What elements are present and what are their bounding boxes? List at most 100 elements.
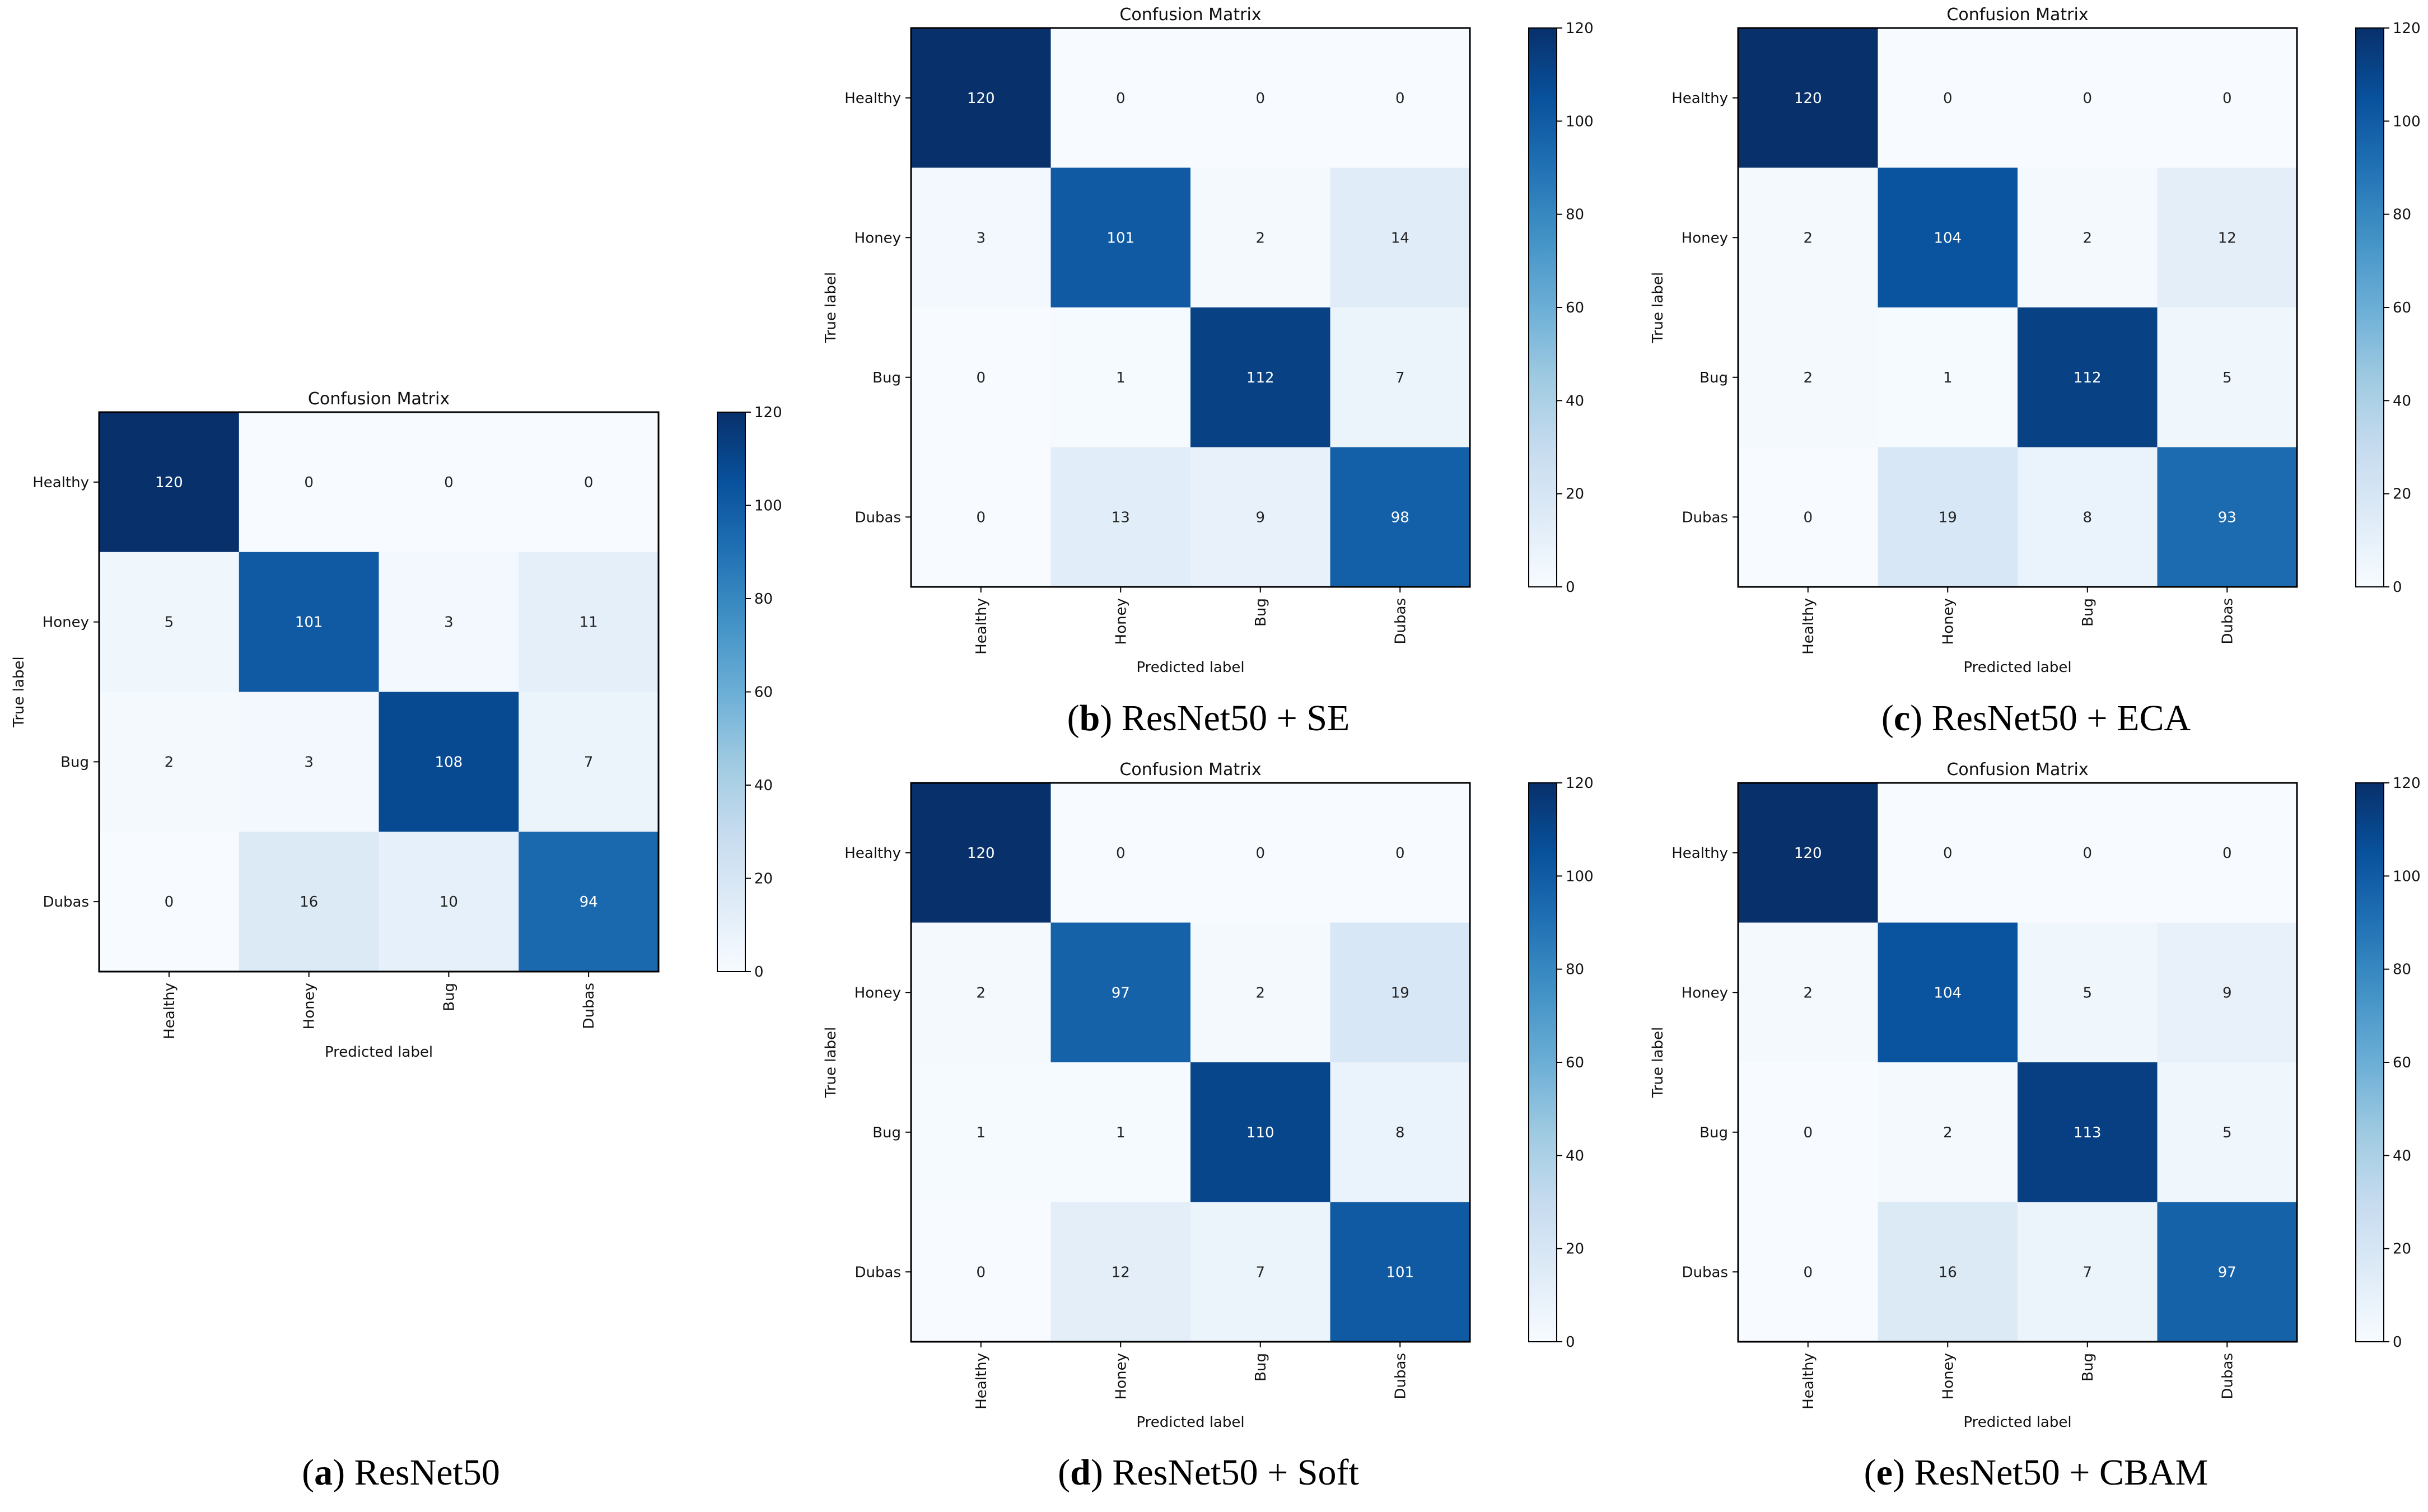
colorbar-tick-label: 120 bbox=[2393, 775, 2421, 792]
x-tick-label: Dubas bbox=[1392, 598, 1409, 644]
x-axis-label: Predicted label bbox=[1963, 659, 2071, 676]
y-tick-label: Healthy bbox=[1671, 90, 1728, 107]
colorbar-tick-label: 120 bbox=[1566, 775, 1594, 792]
cell-value-label: 2 bbox=[165, 754, 174, 771]
matrix-cell bbox=[1330, 167, 1470, 308]
matrix-cell bbox=[1878, 307, 2018, 447]
cell-value-label: 0 bbox=[2222, 90, 2232, 107]
cell-value-label: 10 bbox=[440, 894, 458, 911]
cell-value-label: 0 bbox=[304, 474, 314, 491]
matrix-cell bbox=[1878, 783, 2018, 923]
cell-value-label: 2 bbox=[1803, 230, 1813, 246]
cell-value-label: 0 bbox=[444, 474, 454, 491]
caption-c: (c) ResNet50 + ECA bbox=[1881, 698, 2191, 739]
y-tick-label: Bug bbox=[1699, 370, 1728, 386]
x-axis-label: Predicted label bbox=[325, 1044, 433, 1061]
matrix-cell bbox=[239, 412, 379, 553]
colorbar bbox=[1528, 782, 1557, 1342]
chart-title: Confusion Matrix bbox=[1119, 5, 1261, 25]
colorbar-tick-label: 40 bbox=[2393, 1147, 2411, 1164]
cell-value-label: 8 bbox=[2083, 509, 2092, 526]
y-axis-label: True label bbox=[823, 1027, 839, 1098]
plot-frame bbox=[98, 411, 660, 973]
cell-value-label: 0 bbox=[1803, 1124, 1813, 1141]
cell-value-label: 16 bbox=[300, 894, 318, 911]
cell-value-label: 93 bbox=[2218, 509, 2236, 526]
matrix-cell bbox=[1190, 307, 1330, 447]
caption-e: (e) ResNet50 + CBAM bbox=[1864, 1452, 2208, 1493]
colorbar-tick-label: 40 bbox=[2393, 393, 2411, 409]
matrix-cell bbox=[1050, 307, 1191, 447]
matrix-cell bbox=[2018, 922, 2158, 1063]
cell-value-label: 0 bbox=[2083, 90, 2092, 107]
cell-value-label: 0 bbox=[584, 474, 594, 491]
cell-value-label: 5 bbox=[2222, 370, 2232, 386]
colorbar-tick-label: 0 bbox=[2393, 1334, 2402, 1351]
cell-value-label: 0 bbox=[2222, 845, 2232, 862]
matrix-cell bbox=[1330, 1062, 1470, 1202]
y-tick-label: Dubas bbox=[855, 1264, 901, 1281]
y-tick-label: Honey bbox=[855, 230, 901, 246]
matrix-cell bbox=[99, 412, 240, 553]
matrix-cell bbox=[519, 552, 659, 692]
cell-value-label: 1 bbox=[976, 1124, 986, 1141]
colorbar-tick-label: 0 bbox=[2393, 579, 2402, 596]
chart-title: Confusion Matrix bbox=[1119, 760, 1261, 780]
y-tick-label: Healthy bbox=[844, 90, 901, 107]
matrix-cell bbox=[911, 1202, 1051, 1342]
x-tick-label: Dubas bbox=[581, 983, 597, 1029]
x-axis-label: Predicted label bbox=[1136, 659, 1244, 676]
matrix-cell bbox=[2157, 1202, 2298, 1342]
cell-value-label: 1 bbox=[1943, 370, 1953, 386]
x-tick-label: Honey bbox=[1113, 1353, 1129, 1399]
matrix-cell bbox=[519, 832, 659, 972]
matrix-cell bbox=[1738, 447, 1878, 587]
y-tick-label: Honey bbox=[1682, 984, 1728, 1001]
cell-value-label: 8 bbox=[1395, 1124, 1405, 1141]
matrix-cell bbox=[911, 167, 1051, 308]
cell-value-label: 2 bbox=[1803, 370, 1813, 386]
colorbar-tick-label: 60 bbox=[754, 684, 773, 701]
cell-value-label: 3 bbox=[304, 754, 314, 771]
x-axis-label: Predicted label bbox=[1136, 1414, 1244, 1431]
y-tick-label: Honey bbox=[43, 614, 89, 631]
matrix-cell bbox=[1330, 1202, 1470, 1342]
matrix-cell bbox=[1878, 167, 2018, 308]
matrix-cell bbox=[2157, 167, 2298, 308]
cell-value-label: 11 bbox=[580, 614, 598, 631]
cell-value-label: 108 bbox=[435, 754, 463, 771]
colorbar-tick-label: 60 bbox=[2393, 300, 2411, 316]
cell-value-label: 2 bbox=[1255, 230, 1265, 246]
cell-value-label: 13 bbox=[1112, 509, 1130, 526]
matrix-cell bbox=[99, 552, 240, 692]
matrix-cell bbox=[379, 832, 519, 972]
chart-title: Confusion Matrix bbox=[1946, 760, 2088, 780]
x-tick-label: Honey bbox=[1113, 598, 1129, 645]
matrix-cell bbox=[239, 832, 379, 972]
matrix-cell bbox=[239, 552, 379, 692]
plot-frame bbox=[1737, 27, 2298, 588]
caption-a: (a) ResNet50 bbox=[302, 1452, 500, 1493]
cell-value-label: 7 bbox=[1255, 1264, 1265, 1281]
matrix-cell bbox=[2157, 922, 2298, 1063]
colorbar bbox=[2355, 27, 2384, 587]
colorbar-tick-label: 120 bbox=[2393, 20, 2421, 37]
x-tick-label: Healthy bbox=[973, 598, 990, 655]
colorbar-tick-label: 80 bbox=[754, 591, 773, 608]
matrix-cell bbox=[1330, 28, 1470, 168]
cell-value-label: 9 bbox=[2222, 984, 2232, 1001]
matrix-cell bbox=[911, 783, 1051, 923]
y-tick-label: Healthy bbox=[1671, 845, 1728, 862]
colorbar-tick-label: 20 bbox=[1566, 1241, 1584, 1258]
x-tick-label: Healthy bbox=[161, 983, 178, 1039]
x-tick-label: Bug bbox=[2080, 598, 2097, 627]
cell-value-label: 97 bbox=[2218, 1264, 2236, 1281]
cell-value-label: 7 bbox=[584, 754, 594, 771]
cell-value-label: 112 bbox=[2074, 370, 2102, 386]
y-tick-label: Bug bbox=[872, 1124, 901, 1141]
matrix-cell bbox=[1050, 1202, 1191, 1342]
x-tick-label: Healthy bbox=[1800, 1353, 1817, 1410]
cell-value-label: 0 bbox=[976, 509, 986, 526]
cell-value-label: 0 bbox=[1255, 90, 1265, 107]
colorbar bbox=[717, 412, 746, 972]
